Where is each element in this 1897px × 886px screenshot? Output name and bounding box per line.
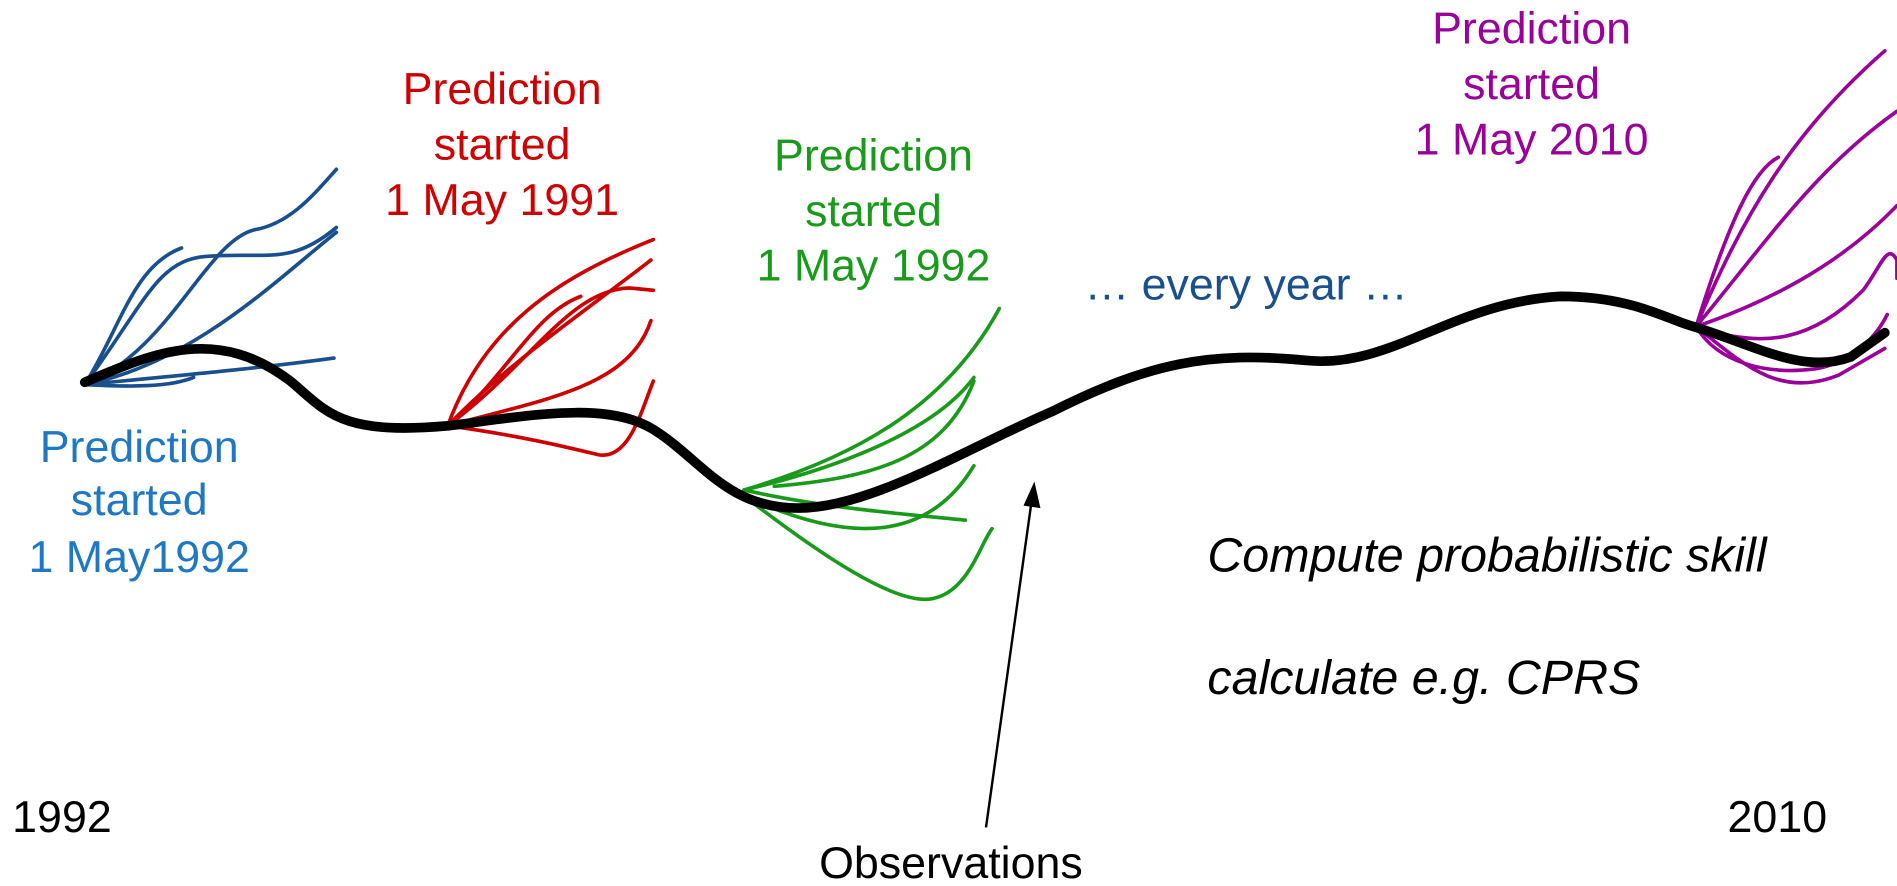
purple-label: 1 May 2010 (1415, 115, 1649, 165)
every-year: … every year … (1084, 260, 1407, 310)
purple-label: Prediction (1432, 3, 1631, 53)
green-label: started (805, 186, 942, 236)
year-end: 2010 (1728, 792, 1828, 842)
blue-label: Prediction (40, 422, 239, 472)
blue-ensemble (82, 167, 339, 388)
red-label: 1 May 1991 (385, 175, 619, 225)
red-ensemble (445, 237, 656, 457)
red-label: Prediction (403, 64, 602, 114)
purple-label: started (1463, 59, 1600, 109)
green-label: 1 May 1992 (757, 240, 991, 290)
arrow-head (1023, 481, 1041, 509)
red-label: started (434, 119, 571, 169)
blue-label: 1 May1992 (28, 532, 249, 582)
observations-label: Observations (819, 838, 1083, 886)
green-ensemble (742, 306, 1002, 602)
skill-text: Compute probabilistic skill (1207, 529, 1767, 583)
arrow-shaft (984, 498, 1034, 828)
blue-label: started (71, 475, 208, 525)
observation-line (79, 291, 1890, 513)
green-label: Prediction (774, 130, 973, 180)
year-start: 1992 (12, 792, 112, 842)
skill-text: calculate e.g. CPRS (1207, 651, 1640, 705)
